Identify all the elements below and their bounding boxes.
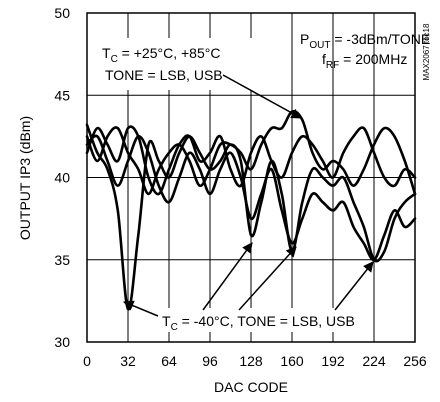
hot-arrow [222, 74, 302, 119]
cold-annotation-bg [158, 308, 366, 332]
hot-t-main: T [102, 45, 111, 61]
series-line-4 [85, 125, 417, 196]
series-line-2 [85, 134, 417, 262]
x-tick-label-5: 160 [280, 353, 304, 369]
series-line-1 [85, 123, 417, 311]
cold-arrow-2 [202, 242, 253, 311]
pout-rest: = -3dBm/TONE [330, 31, 430, 47]
y-axis-label: OUTPUT IP3 (dBm) [17, 116, 33, 240]
y-tick-label-2: 40 [54, 170, 70, 186]
x-tick-label-0: 0 [83, 353, 91, 369]
cold-arrow-4 [334, 261, 374, 311]
x-tick-label-8: 256 [403, 353, 427, 369]
cold-t-rest: = -40°C, TONE = LSB, USB [178, 313, 355, 329]
frf-subscript: RF [326, 60, 339, 71]
figure-code: MAX2067 toc18 [422, 23, 431, 80]
hot-t-subscript: C [111, 54, 118, 65]
frf-rest: = 200MHz [339, 51, 407, 67]
cold-t-subscript: C [171, 322, 178, 333]
x-tick-labels: 0 32 64 96 128 160 192 224 256 [83, 353, 427, 369]
x-axis-label: DAC CODE [214, 379, 288, 395]
cold-t-main: T [162, 313, 171, 329]
x-tick-label-4: 128 [239, 353, 263, 369]
hot-temp-annotation: TC = +25°C, +85°C [102, 45, 220, 65]
hot-annotation-bg [96, 38, 268, 90]
x-tick-label-3: 96 [202, 353, 218, 369]
x-tick-label-1: 32 [120, 353, 136, 369]
y-tick-label-1: 35 [54, 252, 70, 268]
series-line-3 [85, 110, 417, 196]
y-tick-label-0: 30 [54, 334, 70, 350]
hot-tone-annotation: TONE = LSB, USB [105, 67, 223, 83]
x-tick-label-2: 64 [161, 353, 177, 369]
pout-annotation: POUT = -3dBm/TONE [300, 31, 430, 51]
x-tick-label-7: 224 [362, 353, 386, 369]
pout-main: P [300, 31, 309, 47]
y-tick-label-4: 50 [54, 5, 70, 21]
cold-annotation: TC = -40°C, TONE = LSB, USB [162, 313, 355, 333]
hot-t-rest: = +25°C, +85°C [118, 45, 221, 61]
cold-arrow-1 [123, 300, 159, 317]
x-tick-label-6: 192 [321, 353, 345, 369]
frf-annotation: fRF = 200MHz [322, 51, 407, 71]
pout-subscript: OUT [309, 40, 330, 51]
y-tick-label-3: 45 [54, 87, 70, 103]
cold-arrow-3 [238, 246, 297, 311]
frf-main: f [322, 51, 326, 67]
y-tick-labels: 30 35 40 45 50 [54, 5, 70, 350]
plot-frame [86, 12, 416, 343]
series-group [85, 110, 417, 311]
